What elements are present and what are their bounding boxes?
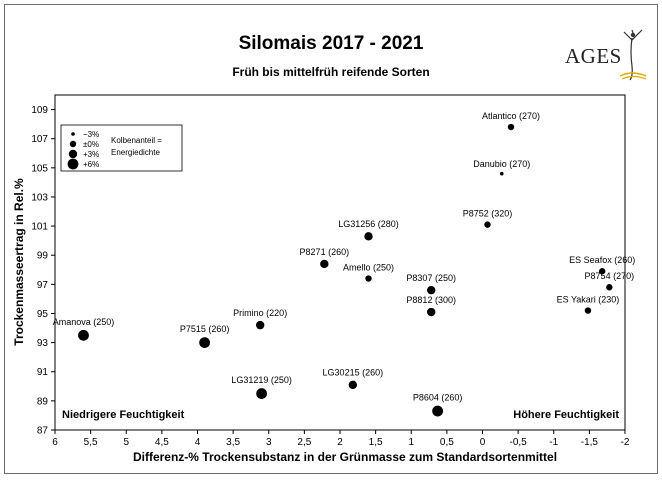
data-point [348, 380, 358, 390]
data-point-label: P8754 (270) [585, 271, 635, 281]
x-tick-label: 2 [337, 437, 343, 448]
data-point-label: P7515 (260) [180, 324, 230, 334]
data-point [484, 221, 491, 228]
data-point-label: Amello (250) [343, 262, 394, 272]
x-tick-label: -1 [549, 437, 558, 448]
data-point [427, 285, 436, 295]
x-axis-title: Differenz-% Trockensubstanz in der Grünm… [133, 450, 557, 464]
x-tick-label: 6 [52, 437, 58, 448]
data-point-label: LG31219 (250) [231, 375, 292, 385]
x-tick-label: 5 [123, 437, 129, 448]
x-tick-label: 4 [195, 437, 201, 448]
x-tick-label: 5,5 [84, 437, 98, 448]
data-point [499, 171, 504, 176]
legend-title-line1: Kolbenanteil = [111, 136, 162, 145]
x-tick-label: -2 [621, 437, 630, 448]
data-point [599, 268, 606, 275]
chart-title: Silomais 2017 - 2021 [238, 33, 424, 54]
y-tick-label: 101 [31, 222, 48, 233]
data-point-label: Danubio (270) [473, 159, 530, 169]
x-axis: 6 5,5 5 4,5 4 3,5 3 2,5 2 1,5 1 0,5 0 -0,5 -1 -1,5 -2 [52, 430, 630, 448]
data-point [256, 320, 265, 330]
y-tick-label: 93 [37, 338, 49, 349]
legend: Kolbenanteil = Energiedichte −3%±0%+3%+6… [60, 124, 183, 172]
data-point-label: Primino (220) [233, 308, 287, 318]
data-point-label: P8604 (260) [413, 393, 463, 403]
legend-marker [68, 149, 78, 159]
x-tick-label: -1,5 [581, 437, 599, 448]
y-tick-label: 109 [31, 105, 48, 116]
data-point-label: ES Yakari (230) [557, 294, 620, 304]
annotation-right: Höhere Feuchtigkeit [513, 409, 619, 421]
data-point-label: ES Seafox (260) [569, 255, 635, 265]
x-tick-label: 0,5 [440, 437, 454, 448]
data-point-label: LG30215 (260) [323, 368, 384, 378]
data-point-label: P8812 (300) [406, 295, 456, 305]
data-point-label: Atlantico (270) [482, 111, 540, 121]
legend-marker [67, 158, 79, 170]
y-tick-label: 95 [37, 309, 49, 320]
x-tick-label: -0,5 [510, 437, 528, 448]
legend-box [60, 124, 183, 172]
y-axis-title: Trockenmasseertrag in Rel.% [12, 178, 26, 346]
x-tick-label: 3,5 [226, 437, 240, 448]
data-point-label: Amanova (250) [53, 317, 115, 327]
data-point [199, 337, 211, 349]
x-tick-label: 2,5 [297, 437, 311, 448]
data-points: Atlantico (270) Danubio (270) P8752 (320) L… [53, 111, 635, 417]
data-point [320, 259, 329, 269]
ages-logo-figure-icon [619, 29, 647, 81]
data-point [78, 329, 89, 341]
y-tick-label: 87 [37, 426, 49, 437]
x-tick-label: 3 [266, 437, 272, 448]
data-point-label: LG31256 (280) [338, 219, 399, 229]
chart-frame [4, 4, 658, 474]
y-tick-label: 105 [31, 163, 48, 174]
x-tick-label: 4,5 [155, 437, 169, 448]
legend-entry-label: −3% [83, 130, 99, 139]
y-tick-label: 91 [37, 367, 49, 378]
y-axis: 87 89 91 93 95 97 99 101 103 105 107 109 [31, 105, 55, 437]
legend-entry-label: ±0% [83, 140, 99, 149]
data-point [364, 232, 373, 241]
annotation-left: Niedrigere Feuchtigkeit [62, 409, 185, 421]
y-tick-label: 107 [31, 134, 48, 145]
x-tick-label: 1,5 [369, 437, 383, 448]
chart-subtitle: Früh bis mittelfrüh reifende Sorten [232, 65, 430, 79]
legend-entry-label: +6% [83, 160, 99, 169]
y-tick-label: 97 [37, 280, 49, 291]
legend-marker [69, 140, 77, 148]
ages-logo-text: AGES [565, 44, 622, 68]
data-point-label: P8307 (250) [406, 273, 456, 283]
legend-title-line2: Energiedichte [111, 148, 160, 157]
data-point [432, 405, 444, 417]
data-point [256, 388, 268, 399]
data-point [606, 284, 613, 291]
data-point [427, 307, 436, 317]
x-tick-label: 1 [408, 437, 414, 448]
data-point [584, 307, 592, 314]
data-point-label: P8271 (260) [300, 247, 350, 257]
data-point-label: P8752 (320) [463, 208, 513, 218]
legend-entry-label: +3% [83, 150, 99, 159]
data-point [365, 275, 372, 282]
ages-logo [560, 26, 650, 82]
y-tick-label: 99 [37, 251, 49, 262]
data-point [507, 123, 515, 131]
x-tick-label: 0 [480, 437, 486, 448]
y-tick-label: 89 [37, 396, 49, 407]
y-tick-label: 103 [31, 192, 48, 203]
legend-marker [71, 132, 75, 136]
